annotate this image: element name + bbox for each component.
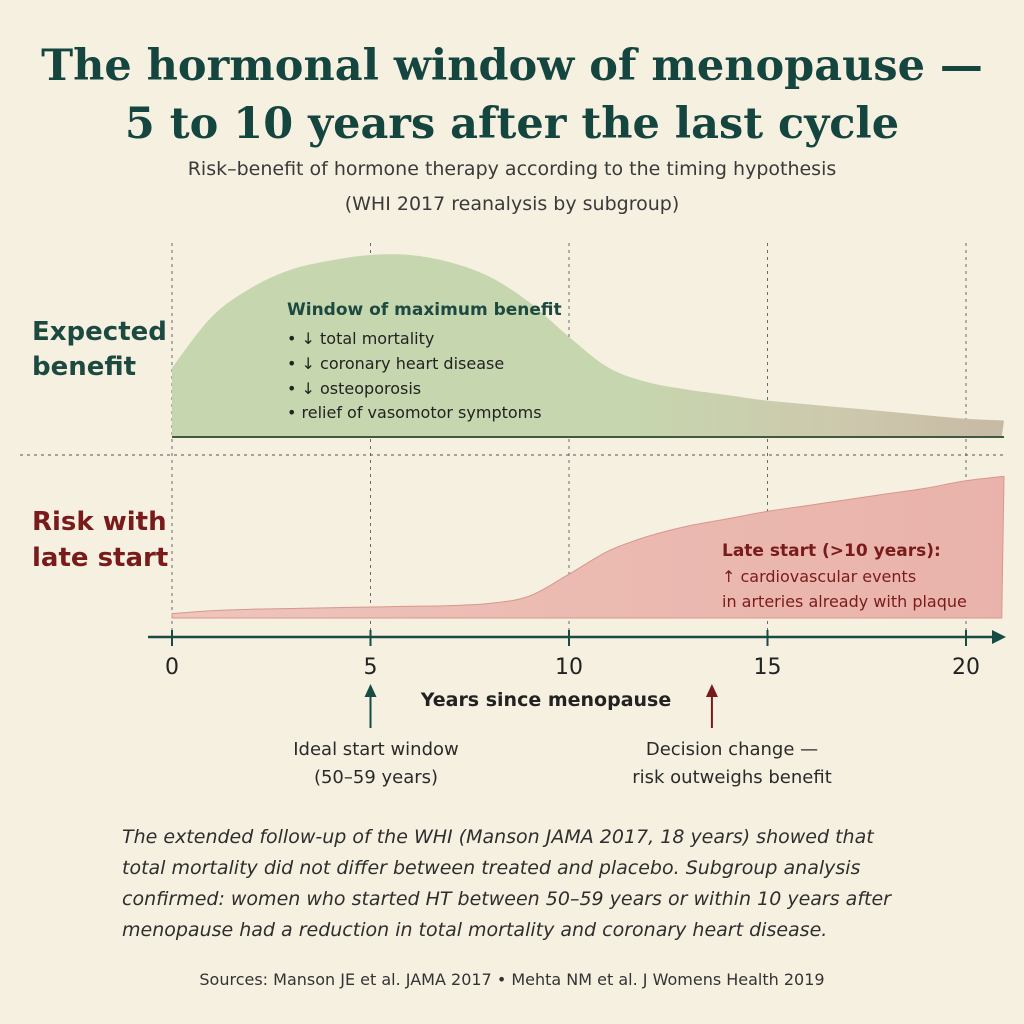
timing-hypothesis-chart: Expected benefit Window of maximum benefi…: [20, 243, 1006, 788]
subtitle-line1: Risk–benefit of hormone therapy accordin…: [187, 158, 837, 180]
risk-annotation-item: in arteries already with plaque: [722, 592, 967, 611]
arrow-up-icon: [705, 684, 718, 697]
x-tick-label: 5: [364, 655, 378, 680]
marker-caption: Ideal start window: [293, 739, 459, 760]
sources-line: Sources: Manson JE et al. JAMA 2017 • Me…: [199, 970, 825, 989]
risk-area: [171, 475, 1005, 619]
risk-annotation-heading: Late start (>10 years):: [722, 541, 941, 561]
risk-panel-label: Risk with late start: [32, 507, 168, 573]
x-tick-label: 0: [165, 655, 179, 680]
timing-markers: Ideal start window (50–59 years) Decision …: [293, 684, 832, 788]
footnote: The extended follow-up of the WHI (Manso…: [122, 826, 891, 941]
benefit-panel-label: Expected benefit: [32, 317, 167, 382]
benefit-annotation-item: • ↓ osteoporosis: [287, 379, 421, 398]
x-axis-ticks: 0 5 10 15 20: [165, 630, 980, 680]
x-tick-label: 15: [754, 655, 782, 680]
benefit-area: [172, 254, 1004, 437]
benefit-annotation-heading: Window of maximum benefit: [287, 300, 562, 320]
page-title-line2: 5 to 10 years after the last cycle: [124, 99, 900, 149]
page-title-line1: The hormonal window of menopause —: [41, 41, 983, 91]
marker-caption: risk outweighs benefit: [632, 767, 832, 788]
x-tick-label: 10: [555, 655, 583, 680]
risk-annotation-item: ↑ cardiovascular events: [722, 567, 916, 586]
x-axis-title: Years since menopause: [420, 689, 672, 711]
x-tick-label: 20: [952, 655, 980, 680]
x-axis-arrowhead-icon: [992, 630, 1006, 644]
benefit-annotation-item: • ↓ total mortality: [287, 329, 434, 348]
benefit-annotation-item: • ↓ coronary heart disease: [287, 354, 504, 373]
subtitle-line2: (WHI 2017 reanalysis by subgroup): [344, 193, 680, 215]
marker-caption: Decision change —: [646, 739, 818, 760]
marker-caption: (50–59 years): [314, 767, 438, 788]
benefit-annotation-item: • relief of vasomotor symptoms: [287, 403, 542, 422]
arrow-up-icon: [364, 684, 377, 697]
